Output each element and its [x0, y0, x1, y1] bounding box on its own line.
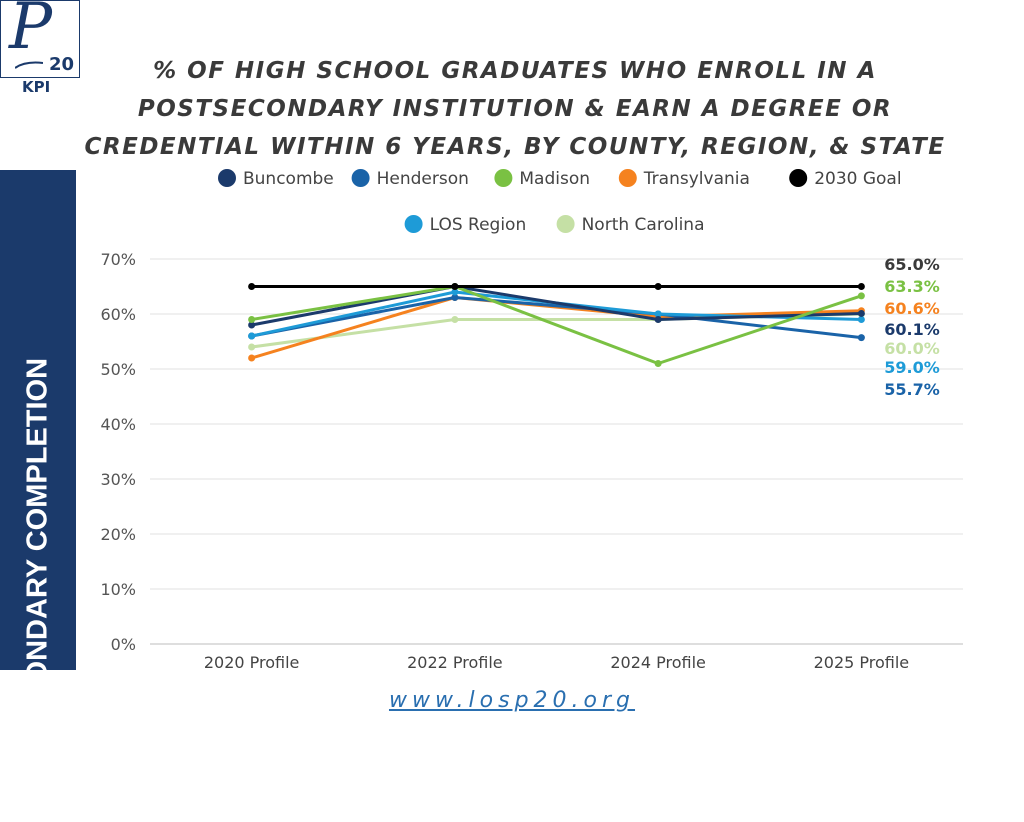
chart-title: % OF HIGH SCHOOL GRADUATES WHO ENROLL IN… — [84, 58, 946, 160]
logo: P 20 KPI — [0, 0, 82, 100]
legend-item: Transylvania — [618, 169, 750, 189]
legend-label: North Carolina — [582, 215, 705, 235]
data-point — [451, 283, 459, 290]
side-banner: POSTSECONDARY COMPLETION — [0, 170, 76, 822]
legend-label: Madison — [519, 169, 590, 189]
legend-item: Madison — [494, 169, 590, 189]
data-point — [857, 292, 865, 300]
legend-marker — [618, 169, 637, 187]
data-point — [654, 310, 662, 318]
y-tick-label: 70% — [100, 250, 136, 269]
data-point — [451, 294, 459, 301]
legend-item: LOS Region — [404, 215, 527, 235]
logo-mark: P 20 — [0, 0, 80, 78]
legend-item: 2030 Goal — [789, 169, 902, 189]
data-point — [857, 283, 865, 290]
chart-series — [248, 283, 865, 367]
legend-item: Buncombe — [218, 169, 334, 189]
data-point — [857, 309, 865, 317]
series-line — [251, 285, 862, 327]
website-link[interactable]: www.losp20.org — [388, 688, 636, 713]
x-tick-label: 2024 Profile — [610, 653, 706, 672]
legend: Buncombe Henderson Madison Transylvania 2030… — [218, 169, 902, 235]
data-point — [248, 343, 256, 351]
legend-label: Transylvania — [643, 169, 750, 189]
line-chart: Buncombe Henderson Madison Transylvania 2030… — [100, 169, 963, 672]
chart-axes: 0% 10% 20% 30% 40% 50% 60% 70% 2020 Profile 2022 … — [100, 250, 909, 672]
data-point — [248, 316, 256, 323]
end-value-label: 60.6% — [884, 299, 940, 318]
legend-label: 2030 Goal — [814, 169, 901, 189]
data-point — [857, 334, 865, 342]
legend-marker — [556, 215, 575, 233]
data-point — [451, 316, 459, 323]
data-point — [248, 354, 256, 362]
legend-item: Henderson — [351, 169, 469, 189]
legend-marker — [494, 169, 513, 187]
x-tick-label: 2022 Profile — [407, 653, 503, 672]
x-tick-label: 2020 Profile — [204, 653, 300, 672]
legend-marker — [351, 169, 370, 187]
y-tick-label: 0% — [111, 635, 136, 654]
y-tick-label: 60% — [100, 305, 136, 324]
logo-swoosh-icon — [15, 61, 43, 69]
y-tick-label: 40% — [100, 415, 136, 434]
logo-kpi-label: KPI — [22, 78, 51, 96]
data-point — [451, 288, 459, 296]
x-tick-label: 2025 Profile — [814, 653, 910, 672]
legend-marker — [789, 169, 808, 187]
end-value-label: 59.0% — [884, 358, 940, 377]
series-line — [251, 296, 862, 340]
logo-letter: P — [9, 0, 53, 64]
legend-label: LOS Region — [430, 215, 527, 235]
chart-end-labels: 65.0% 63.3% 60.6% 60.1%60.0%59.0% 55.7% — [884, 255, 940, 399]
end-value-label: 63.3% — [884, 277, 940, 296]
data-point — [248, 321, 256, 329]
y-tick-label: 20% — [100, 525, 136, 544]
legend-item: North Carolina — [556, 215, 705, 235]
y-tick-label: 10% — [100, 580, 136, 599]
data-point — [248, 283, 256, 290]
end-value-label: 60.0% — [884, 339, 940, 358]
footer-link[interactable]: www.losp20.org — [0, 688, 1024, 713]
legend-marker — [218, 169, 236, 187]
series-line — [251, 285, 862, 365]
data-point — [654, 360, 662, 367]
legend-label: Henderson — [377, 169, 469, 189]
y-tick-label: 30% — [100, 470, 136, 489]
end-value-label: 60.1% — [884, 320, 940, 339]
end-value-label: 65.0% — [884, 255, 940, 274]
data-point — [857, 316, 865, 323]
legend-label: Buncombe — [243, 169, 334, 189]
legend-marker — [404, 215, 423, 233]
data-point — [654, 316, 662, 323]
y-tick-label: 50% — [100, 360, 136, 379]
logo-number: 20 — [49, 54, 75, 75]
data-point — [654, 283, 662, 290]
end-value-label: 55.7% — [884, 380, 940, 399]
data-point — [248, 332, 256, 340]
